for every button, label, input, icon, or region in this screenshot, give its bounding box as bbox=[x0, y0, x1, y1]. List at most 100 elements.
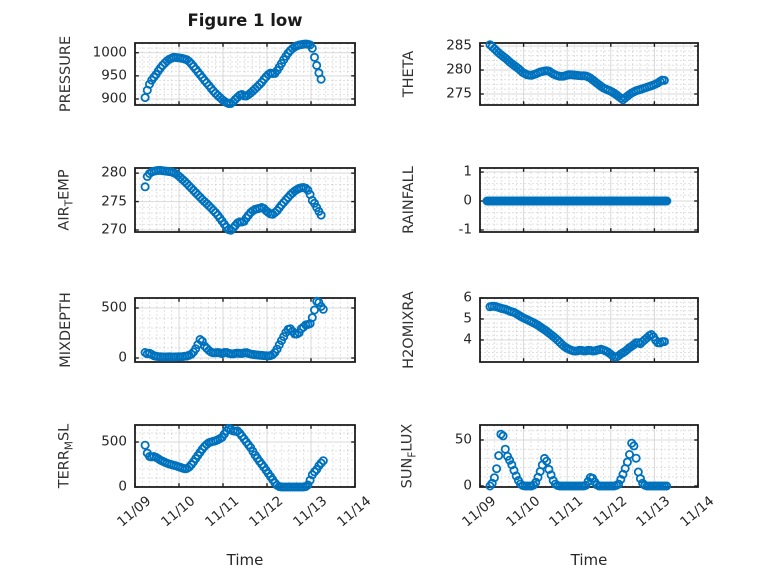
y-tick-label: 0 bbox=[118, 478, 127, 495]
y-tick-label: 50 bbox=[454, 431, 472, 448]
subplot-sun_flux bbox=[479, 424, 699, 491]
y-tick-label: 900 bbox=[101, 90, 127, 107]
y-axis-label-theta: THETA bbox=[401, 50, 417, 98]
y-tick-label: 6 bbox=[463, 289, 472, 306]
data-marker bbox=[197, 336, 207, 346]
data-marker bbox=[662, 196, 672, 206]
data-marker bbox=[140, 182, 150, 192]
data-marker bbox=[659, 337, 669, 347]
subplot-theta bbox=[479, 40, 699, 106]
data-series bbox=[140, 423, 328, 492]
x-tick-label: 11/09 bbox=[459, 493, 500, 531]
data-marker bbox=[254, 80, 264, 90]
y-axis-label-sun_flux: SUNFLUX bbox=[399, 423, 419, 489]
y-axis-label-air_temp: AIRTEMP bbox=[56, 169, 76, 231]
axes-border bbox=[134, 297, 356, 363]
data-marker bbox=[272, 344, 282, 354]
data-series bbox=[485, 301, 669, 362]
x-tick-label: 11/13 bbox=[290, 493, 331, 531]
x-tick-label: 11/10 bbox=[502, 493, 543, 531]
subplot-pressure bbox=[134, 39, 356, 109]
y-tick-label: 0 bbox=[463, 192, 472, 209]
data-marker bbox=[189, 185, 199, 195]
data-marker bbox=[305, 475, 315, 485]
data-marker bbox=[309, 467, 319, 477]
figure-title: Figure 1 low bbox=[187, 11, 303, 30]
axes-border bbox=[134, 42, 356, 106]
data-marker bbox=[505, 455, 515, 465]
y-tick-label: 270 bbox=[101, 221, 127, 238]
data-marker bbox=[226, 225, 236, 235]
x-tick-label: 11/11 bbox=[202, 493, 243, 531]
y-axis-label-pressure: PRESSURE bbox=[58, 35, 74, 113]
data-marker bbox=[542, 456, 552, 466]
subplot-air_temp bbox=[134, 165, 356, 235]
data-marker bbox=[662, 481, 672, 491]
data-marker bbox=[303, 185, 313, 195]
data-marker bbox=[184, 462, 194, 472]
data-marker bbox=[316, 458, 326, 468]
y-tick-label: 0 bbox=[463, 477, 472, 494]
data-marker bbox=[494, 451, 504, 461]
y-tick-label: 280 bbox=[446, 61, 472, 78]
x-axis-label-time: Time bbox=[226, 551, 264, 569]
data-series bbox=[140, 165, 326, 235]
subplot-rainfall bbox=[479, 167, 699, 233]
data-marker bbox=[489, 473, 499, 483]
data-marker bbox=[184, 56, 194, 66]
data-marker bbox=[629, 441, 639, 451]
data-marker bbox=[270, 208, 280, 218]
data-marker bbox=[268, 350, 278, 360]
x-tick-label: 11/09 bbox=[114, 493, 155, 531]
y-tick-label: 275 bbox=[446, 85, 472, 102]
y-tick-label: 285 bbox=[446, 37, 472, 54]
y-tick-label: 1000 bbox=[92, 44, 127, 61]
y-axis-label-mixdepth: MIXDEPTH bbox=[58, 292, 74, 368]
y-tick-label: 0 bbox=[118, 349, 127, 366]
data-marker bbox=[492, 464, 502, 474]
data-marker bbox=[318, 304, 328, 314]
data-marker bbox=[307, 43, 317, 53]
x-tick-label: 11/14 bbox=[334, 493, 375, 531]
data-marker bbox=[206, 203, 216, 213]
y-tick-label: 5 bbox=[463, 310, 472, 327]
x-tick-label: 11/10 bbox=[158, 493, 199, 531]
x-tick-label: 11/14 bbox=[677, 493, 718, 531]
data-marker bbox=[616, 475, 626, 485]
subplot-h2omixra bbox=[479, 297, 699, 363]
y-tick-label: 950 bbox=[101, 67, 127, 84]
data-marker bbox=[614, 479, 624, 489]
x-tick-label: 11/12 bbox=[589, 493, 631, 531]
y-tick-label: 1 bbox=[463, 163, 472, 180]
data-series bbox=[140, 39, 326, 109]
data-marker bbox=[307, 313, 317, 323]
data-marker bbox=[631, 453, 641, 463]
y-tick-label: 500 bbox=[101, 299, 127, 316]
minor-grid bbox=[480, 168, 698, 232]
data-series bbox=[140, 296, 328, 362]
data-marker bbox=[624, 450, 634, 460]
data-marker bbox=[301, 183, 311, 193]
major-grid bbox=[480, 425, 698, 487]
data-marker bbox=[622, 457, 632, 467]
data-series bbox=[485, 40, 669, 105]
data-marker bbox=[316, 210, 326, 220]
axes-border bbox=[134, 167, 356, 233]
axes-border bbox=[479, 167, 699, 233]
data-marker bbox=[498, 431, 508, 441]
subplot-terr_msl bbox=[134, 423, 356, 492]
data-marker bbox=[659, 75, 669, 85]
data-marker bbox=[531, 477, 541, 487]
axes-border bbox=[479, 42, 699, 106]
data-marker bbox=[511, 471, 521, 481]
data-marker bbox=[186, 349, 196, 359]
x-axis-label-time: Time bbox=[570, 551, 608, 569]
x-tick-label: 11/12 bbox=[246, 493, 287, 531]
data-marker bbox=[316, 74, 326, 84]
subplot-mixdepth bbox=[134, 296, 356, 363]
y-axis-label-rainfall: RAINFALL bbox=[401, 166, 417, 234]
data-series bbox=[485, 429, 672, 491]
data-marker bbox=[309, 305, 319, 315]
y-axis-label-h2omixra: H2OMIXRA bbox=[401, 291, 417, 369]
data-marker bbox=[303, 480, 313, 490]
